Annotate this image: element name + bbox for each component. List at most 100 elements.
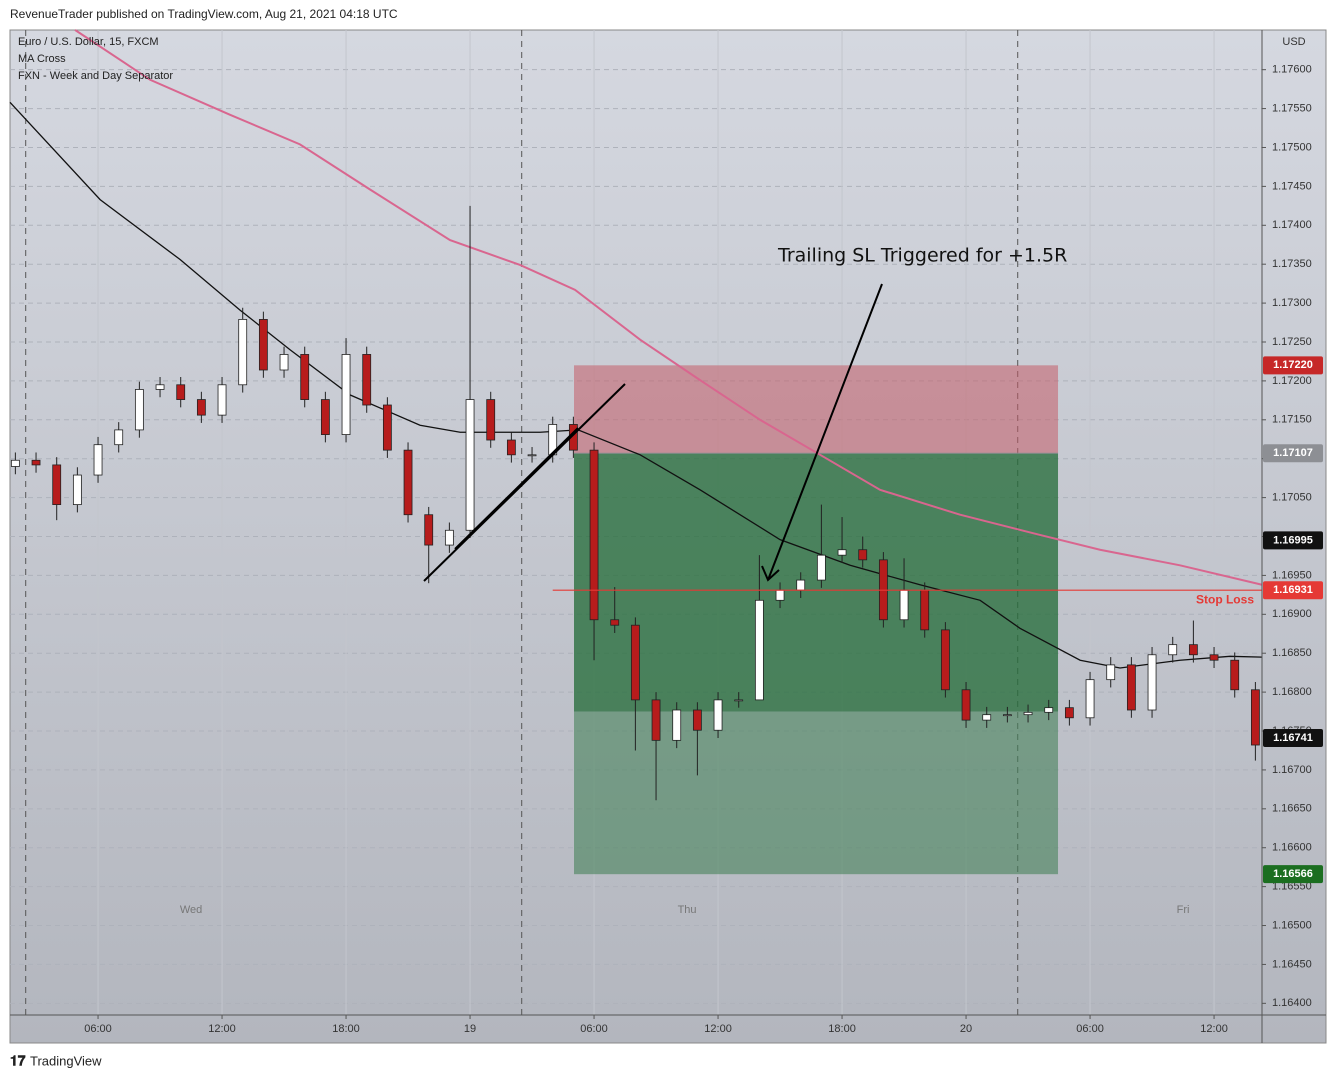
candle-body — [382, 404, 392, 451]
candle-body — [300, 354, 310, 400]
candle-body — [424, 514, 434, 546]
price-marker — [1263, 581, 1323, 600]
y-tick-label: 1.16550 — [1272, 881, 1312, 893]
candle-body — [672, 709, 682, 741]
x-tick-label: 18:00 — [332, 1023, 360, 1035]
risk-zone — [573, 365, 1059, 454]
candle-body — [837, 549, 847, 556]
candle-body — [486, 399, 496, 441]
price-marker — [1263, 531, 1323, 550]
x-tick-label: 20 — [960, 1023, 972, 1035]
y-tick-label: 1.17300 — [1272, 297, 1312, 309]
legend-indicator: MA Cross — [18, 53, 66, 65]
brand: TradingView — [30, 1053, 102, 1068]
candle-body — [816, 554, 826, 581]
legend-symbol: Euro / U.S. Dollar, 15, FXCM — [18, 36, 159, 48]
y-tick-label: 1.17050 — [1272, 492, 1312, 504]
candle-body — [940, 629, 950, 691]
candle-body — [1147, 654, 1157, 711]
y-tick-label: 1.16950 — [1272, 569, 1312, 581]
y-tick-label: 1.16700 — [1272, 764, 1312, 776]
candle-body — [279, 354, 289, 371]
day-label: Wed — [180, 904, 202, 916]
candle-body — [754, 599, 764, 701]
candle-body — [10, 459, 20, 467]
candle-body — [1188, 644, 1198, 656]
candle-body — [31, 459, 41, 466]
candle-body — [1023, 711, 1033, 716]
candle-body — [982, 714, 992, 721]
profit-filled — [573, 453, 1059, 712]
currency: USD — [1282, 36, 1305, 48]
stop-loss-label: Stop Loss — [1196, 592, 1254, 606]
price-marker — [1263, 865, 1323, 884]
candle-body — [796, 579, 806, 591]
candle-body — [52, 464, 62, 506]
y-tick-label: 1.17550 — [1272, 102, 1312, 114]
candle-body — [320, 399, 330, 435]
candle-body — [651, 699, 661, 741]
candle-body — [1250, 689, 1260, 746]
candle-body — [734, 699, 744, 702]
price-marker — [1263, 444, 1323, 463]
candle-body — [920, 589, 930, 631]
candle-body — [858, 549, 868, 561]
candle-body — [1002, 714, 1012, 717]
price-marker-label: 1.16931 — [1273, 584, 1313, 596]
candle-body — [403, 449, 413, 516]
candle-body — [630, 624, 640, 701]
y-tick-label: 1.16900 — [1272, 608, 1312, 620]
candle-body — [134, 389, 144, 431]
y-tick-label: 1.17450 — [1272, 180, 1312, 192]
y-tick-label: 1.16500 — [1272, 919, 1312, 931]
candle-body — [258, 319, 268, 371]
day-label: Thu — [678, 904, 697, 916]
candle-body — [114, 429, 124, 446]
candle-body — [692, 709, 702, 731]
candle-body — [217, 384, 227, 416]
x-tick-label: 18:00 — [828, 1023, 856, 1035]
y-tick-label: 1.16450 — [1272, 958, 1312, 970]
brand-logo: 𝟏𝟕 — [10, 1053, 26, 1069]
day-label: Fri — [1177, 904, 1190, 916]
y-tick-label: 1.17200 — [1272, 375, 1312, 387]
x-tick-label: 12:00 — [704, 1023, 732, 1035]
trend-line — [423, 383, 626, 582]
candle-body — [196, 399, 206, 416]
candle-body — [444, 529, 454, 546]
candle-body — [1168, 644, 1178, 656]
candle-body — [176, 384, 186, 400]
trend-line — [454, 427, 579, 550]
y-tick-label: 1.17600 — [1272, 64, 1312, 76]
candle-body — [961, 689, 971, 721]
candle-body — [1064, 707, 1074, 719]
price-marker-label: 1.17220 — [1273, 359, 1313, 371]
candle-body — [1209, 654, 1219, 661]
candle-body — [465, 399, 475, 531]
candle-body — [1085, 679, 1095, 719]
candle-body — [775, 589, 785, 601]
y-tick-label: 1.17350 — [1272, 258, 1312, 270]
y-tick-label: 1.16650 — [1272, 803, 1312, 815]
price-marker-label: 1.16741 — [1273, 732, 1313, 744]
y-tick-label: 1.17150 — [1272, 414, 1312, 426]
y-tick-label: 1.16850 — [1272, 647, 1312, 659]
y-tick-label: 1.17500 — [1272, 141, 1312, 153]
annotation: Trailing SL Triggered for +1.5R — [777, 245, 1067, 267]
x-tick-label: 19 — [464, 1023, 476, 1035]
candle-body — [589, 449, 599, 621]
price-marker-label: 1.16566 — [1273, 868, 1313, 880]
candle-body — [1230, 659, 1240, 691]
x-tick-label: 06:00 — [580, 1023, 608, 1035]
annotation-arrow — [767, 283, 883, 581]
publish-info: RevenueTrader published on TradingView.c… — [10, 7, 398, 21]
candle-body — [155, 384, 165, 390]
candle-body — [72, 474, 82, 506]
candle-body — [341, 354, 351, 435]
candle-body — [1044, 707, 1054, 713]
arrow-head — [761, 565, 780, 582]
candle-body — [713, 699, 723, 731]
legend-indicator: FXN - Week and Day Separator — [18, 70, 173, 82]
candle-body — [899, 589, 909, 621]
